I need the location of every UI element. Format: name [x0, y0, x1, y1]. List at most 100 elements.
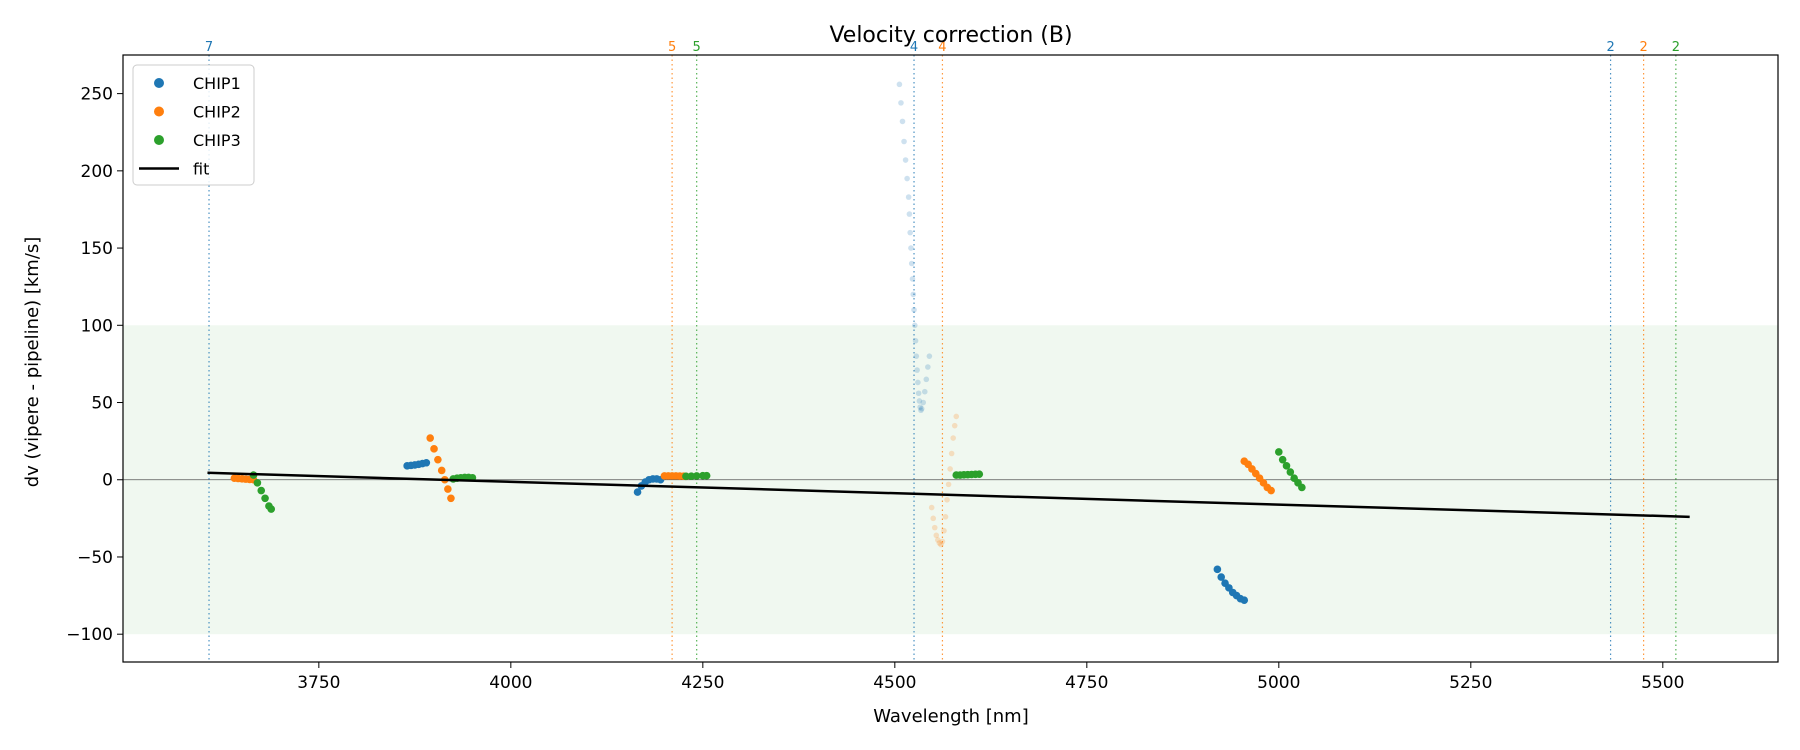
data-point-chip1-2-4 [902, 157, 909, 163]
y-tick-label-7: 250 [81, 85, 113, 105]
data-point-chip2-3-8 [941, 527, 947, 534]
data-point-chip1-2-1 [898, 100, 904, 106]
order-marker-label-2: 5 [693, 40, 701, 55]
data-point-chip3-2-2 [692, 472, 701, 480]
data-point-chip1-2-6 [905, 194, 912, 200]
data-point-chip2-3-1 [930, 515, 937, 522]
data-point-chip2-3-3 [933, 532, 940, 539]
order-marker-label-4: 4 [938, 40, 946, 55]
data-point-chip2-3-13 [948, 450, 955, 457]
data-point-chip1-2-28 [926, 353, 933, 359]
data-point-chip2-3-14 [950, 435, 956, 441]
data-point-chip2-4-7 [1267, 486, 1275, 495]
order-marker-label-5: 2 [1606, 40, 1614, 55]
order-marker-label-1: 5 [668, 40, 676, 55]
order-marker-label-0: 7 [205, 40, 213, 55]
data-point-chip1-1-0 [633, 488, 642, 496]
data-point-chip1-2-9 [908, 245, 914, 251]
x-tick-label-3: 4500 [873, 673, 916, 693]
legend-label-chip1: CHIP1 [193, 74, 241, 93]
legend-box [132, 64, 255, 186]
data-point-chip1-2-16 [913, 353, 920, 359]
data-point-chip3-4-3 [1286, 468, 1295, 476]
y-tick-label-2: 0 [102, 471, 113, 491]
data-point-chip2-3-2 [931, 524, 938, 531]
legend-label-fit: fit [193, 160, 209, 179]
data-point-chip1-2-20 [916, 398, 923, 404]
y-axis-label: dv (vipere - pipeline) [km/s] [22, 237, 43, 488]
data-point-chip1-2-7 [906, 211, 913, 217]
data-point-chip1-2-26 [923, 376, 930, 383]
data-point-chip2-3-10 [944, 497, 950, 503]
data-point-chip1-2-19 [915, 390, 922, 397]
data-point-chip2-1-0 [426, 434, 434, 442]
data-point-chip3-4-6 [1298, 483, 1306, 492]
data-point-chip1-2-11 [909, 276, 916, 282]
x-tick-label-7: 5500 [1641, 673, 1684, 693]
data-point-chip1-2-3 [901, 138, 907, 145]
data-point-chip3-3-6 [975, 470, 984, 478]
legend-label-chip2: CHIP2 [193, 103, 241, 122]
legend-label-chip3: CHIP3 [193, 131, 241, 150]
data-point-chip1-0-5 [422, 458, 431, 467]
data-point-chip2-3-6 [938, 541, 944, 548]
x-axis-label: Wavelength [nm] [873, 706, 1029, 727]
y-tick-label-6: 200 [81, 162, 113, 182]
y-tick-label-5: 150 [81, 239, 113, 259]
x-tick-label-5: 5000 [1257, 673, 1300, 693]
data-point-chip3-0-1 [253, 479, 262, 487]
data-point-chip3-2-0 [682, 472, 690, 481]
legend-marker-chip1 [154, 78, 164, 88]
data-point-chip1-2-5 [904, 175, 910, 182]
legend-marker-chip3 [154, 135, 164, 145]
data-point-chip3-2-1 [687, 472, 696, 480]
data-point-chip3-4-1 [1278, 455, 1287, 464]
chart-title: Velocity correction (B) [829, 23, 1072, 48]
data-point-chip1-2-0 [896, 81, 903, 88]
data-point-chip2-3-0 [928, 504, 935, 511]
order-marker-label-3: 4 [910, 40, 918, 55]
data-point-chip1-2-25 [921, 388, 928, 395]
data-point-chip1-2-24 [920, 399, 927, 406]
data-point-chip2-3-12 [947, 466, 953, 472]
x-tick-label-4: 4750 [1065, 673, 1108, 693]
data-point-chip1-2-8 [907, 229, 913, 236]
data-point-chip1-3-7 [1240, 596, 1249, 605]
data-point-chip3-4-2 [1282, 462, 1291, 470]
x-tick-label-6: 5250 [1449, 673, 1492, 693]
data-point-chip1-2-12 [910, 291, 917, 298]
data-point-chip1-3-1 [1217, 573, 1226, 581]
order-marker-label-7: 2 [1672, 40, 1680, 55]
data-point-chip1-2-18 [915, 379, 921, 386]
legend-marker-chip2 [154, 106, 164, 117]
data-point-chip3-0-5 [267, 505, 276, 513]
data-point-chip3-2-4 [702, 471, 711, 480]
data-point-chip2-1-6 [447, 494, 455, 503]
axes-frame [122, 54, 1779, 663]
data-point-chip1-2-13 [911, 307, 917, 313]
data-point-chip1-2-27 [925, 364, 931, 370]
data-point-chip2-3-15 [951, 422, 958, 429]
x-tick-label-1: 4000 [489, 673, 532, 693]
data-point-chip2-3-5 [936, 540, 943, 546]
data-point-chip3-0-2 [257, 486, 266, 495]
fit-line [207, 471, 1690, 519]
y-tick-label-4: 100 [81, 316, 113, 336]
data-point-chip2-1-2 [434, 455, 442, 464]
data-point-chip3-0-3 [261, 494, 269, 503]
data-point-chip1-2-2 [899, 118, 906, 125]
data-point-chip2-3-11 [945, 481, 952, 488]
order-marker-label-6: 2 [1639, 40, 1647, 55]
data-point-chip2-3-4 [935, 537, 941, 543]
x-tick-label-0: 3750 [297, 673, 340, 693]
legend: CHIP1 CHIP2 CHIP3 fit [132, 64, 255, 186]
data-point-chip2-1-3 [437, 466, 446, 475]
data-point-chip2-1-5 [444, 485, 452, 493]
x-tick-label-2: 4250 [681, 673, 724, 693]
data-point-chip1-2-21 [917, 404, 923, 410]
data-point-chip2-3-9 [942, 514, 949, 520]
y-tick-label-0: −100 [66, 625, 113, 645]
data-point-chip1-2-23 [918, 405, 925, 412]
